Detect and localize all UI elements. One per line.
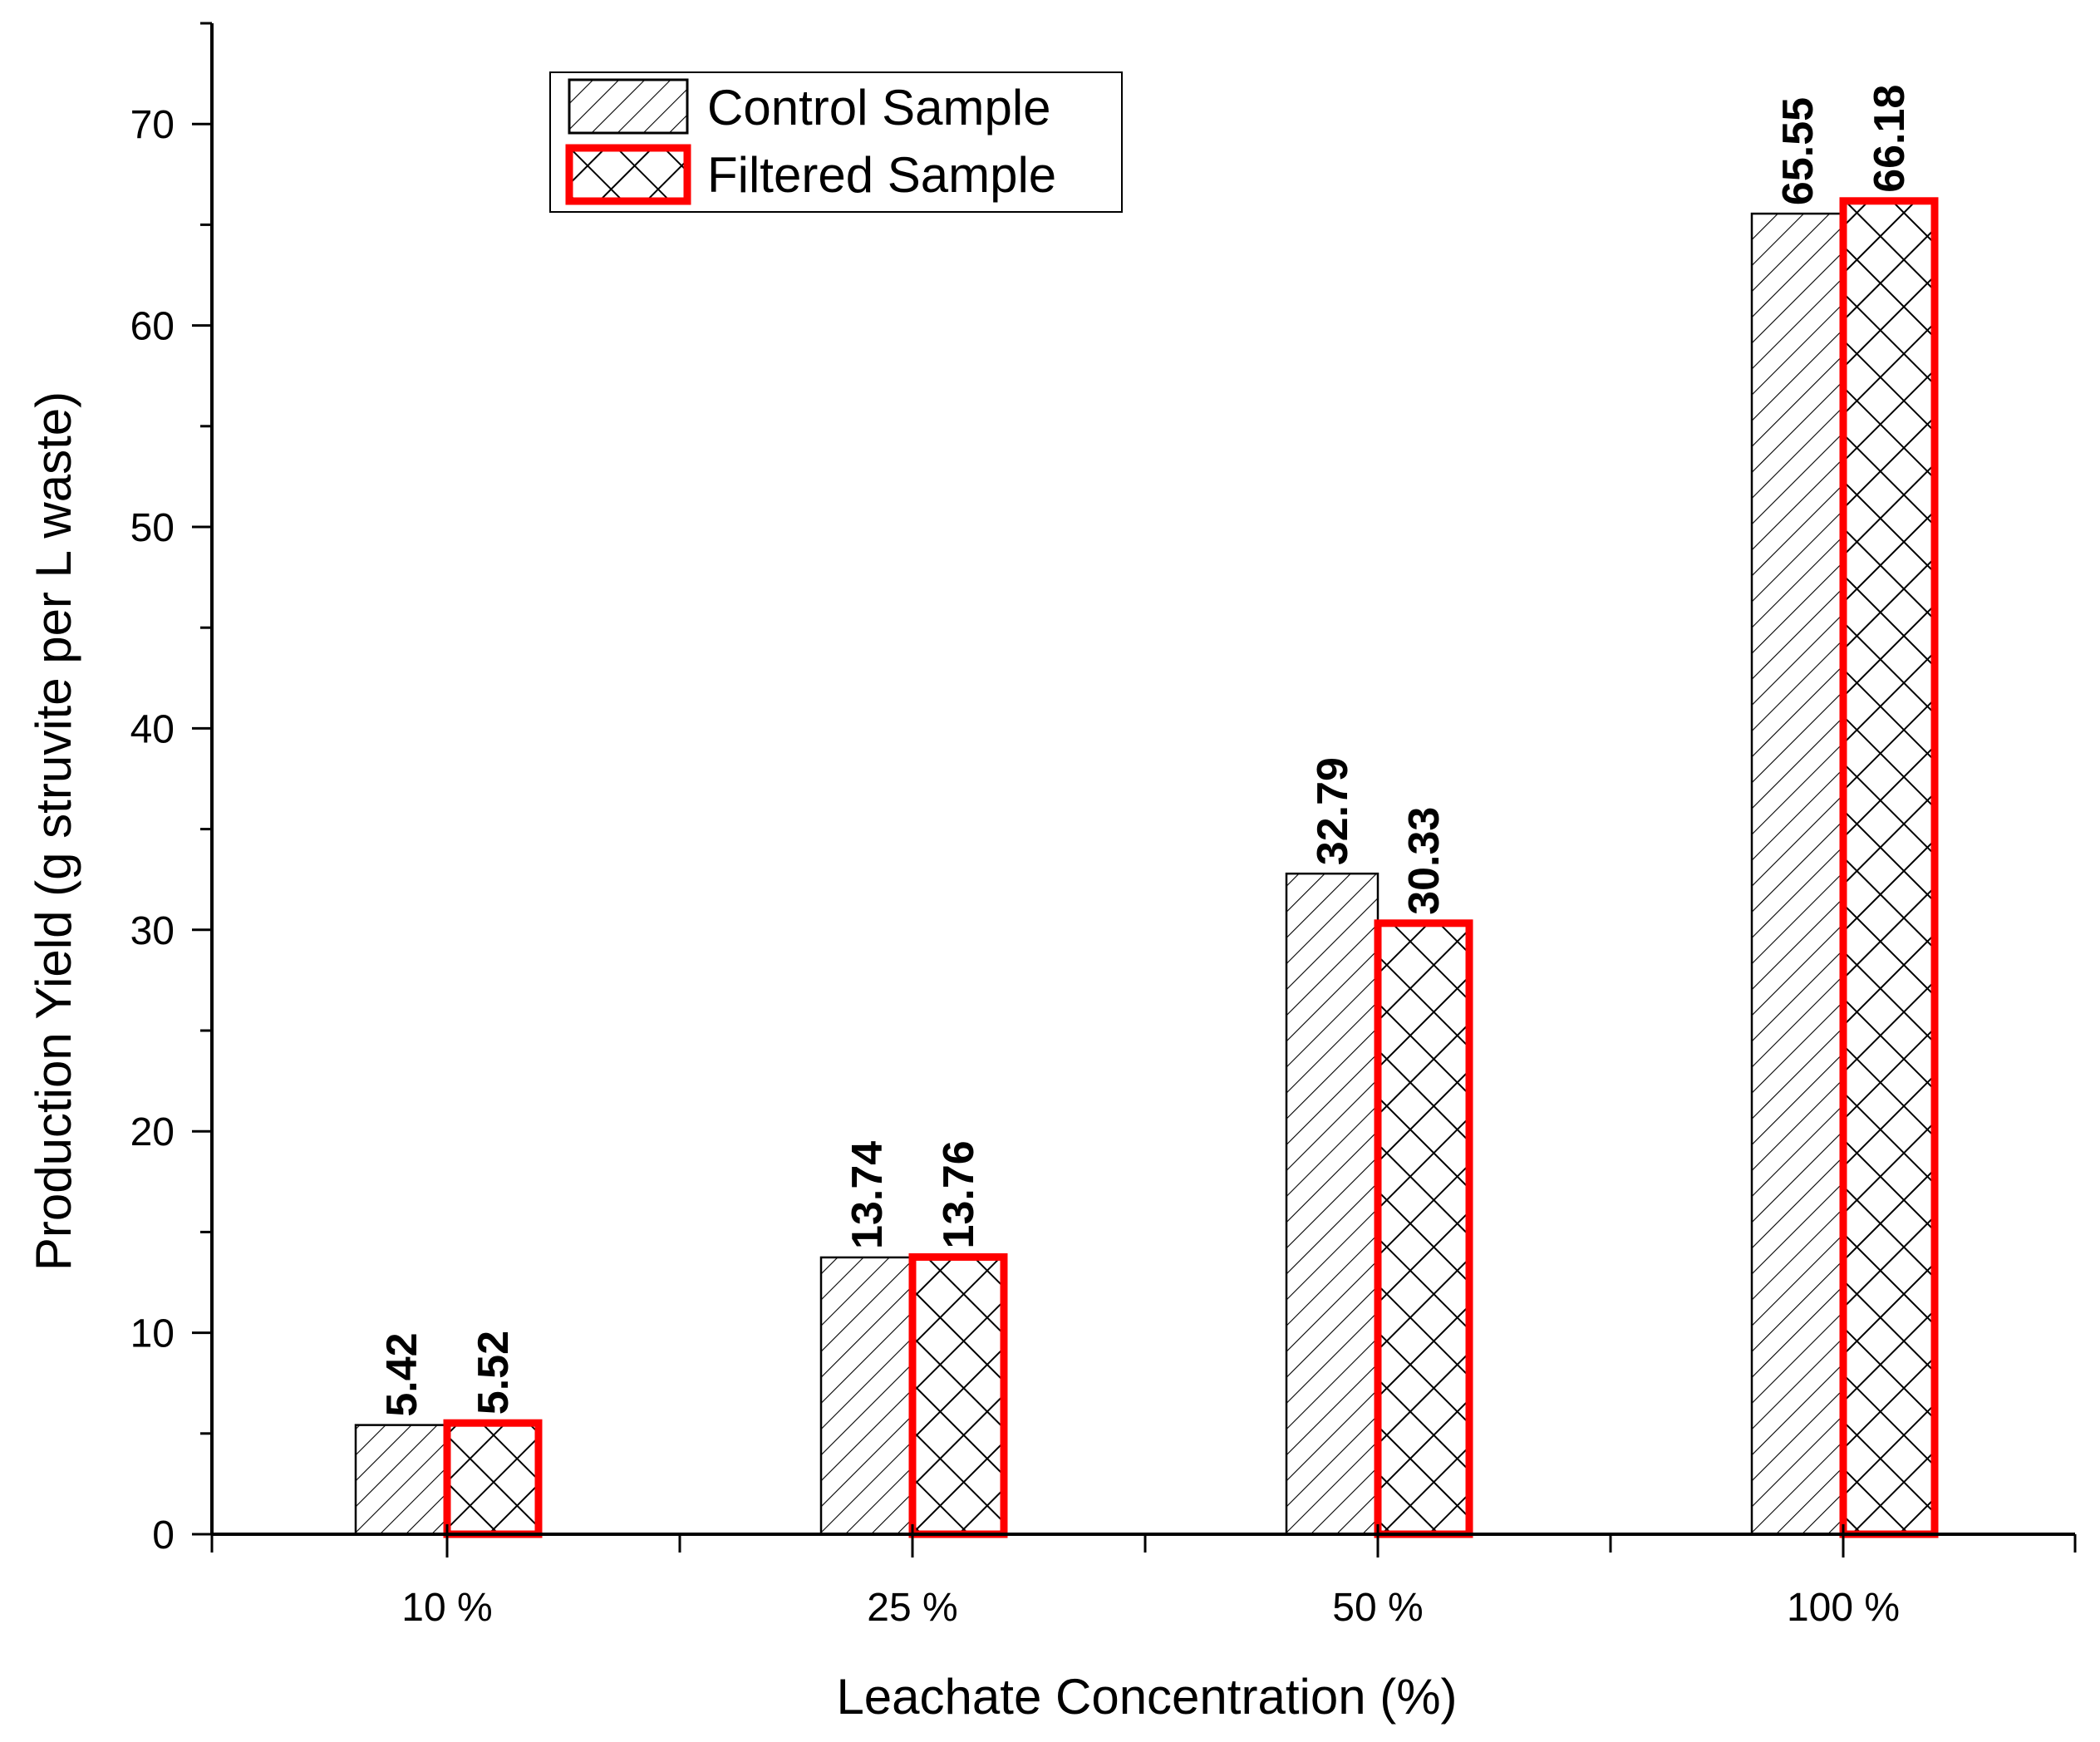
bar-control-2 <box>1285 872 1380 1536</box>
x-tick-label: 100 % <box>1787 1586 1900 1630</box>
data-label-control-1: 13.74 <box>843 1141 892 1249</box>
legend-swatch-filtered <box>565 144 691 205</box>
data-label-control-3: 65.55 <box>1774 97 1822 205</box>
legend-label-filtered: Filtered Sample <box>707 147 1056 203</box>
data-label-filtered-0: 5.52 <box>470 1331 518 1415</box>
y-tick-label: 20 <box>130 1110 175 1154</box>
bar-control-0 <box>354 1424 449 1536</box>
data-label-filtered-1: 13.76 <box>935 1140 983 1248</box>
bar-filtered-1 <box>908 1252 1008 1538</box>
data-label-filtered-3: 66.18 <box>1866 85 1914 193</box>
bar-filtered-3 <box>1839 197 1939 1538</box>
y-tick-label: 40 <box>130 707 175 751</box>
data-label-filtered-2: 30.33 <box>1400 807 1448 915</box>
x-tick-label: 50 % <box>1332 1586 1423 1630</box>
x-axis-title: Leachate Concentration (%) <box>836 1669 1457 1725</box>
y-tick-label: 10 <box>130 1312 175 1356</box>
y-tick-label: 50 <box>130 506 175 550</box>
bar-control-1 <box>819 1256 914 1536</box>
bar-filtered-2 <box>1374 919 1473 1538</box>
bar-control-3 <box>1750 212 1845 1536</box>
data-label-control-0: 5.42 <box>378 1332 426 1416</box>
legend-label-control: Control Sample <box>707 80 1051 135</box>
x-tick-label: 10 % <box>401 1586 492 1630</box>
y-tick-label: 70 <box>130 103 175 147</box>
legend: Control Sample Filtered Sample <box>549 71 1123 213</box>
legend-swatch-control <box>568 78 689 135</box>
data-label-control-2: 32.79 <box>1309 757 1357 865</box>
bar-filtered-0 <box>443 1419 543 1538</box>
x-tick-label: 25 % <box>867 1586 957 1630</box>
y-tick-label: 60 <box>130 305 175 349</box>
y-axis-title: Production Yield (g struvite per L waste… <box>26 391 81 1271</box>
y-tick-label: 0 <box>152 1513 175 1557</box>
y-tick-label: 30 <box>130 909 175 953</box>
